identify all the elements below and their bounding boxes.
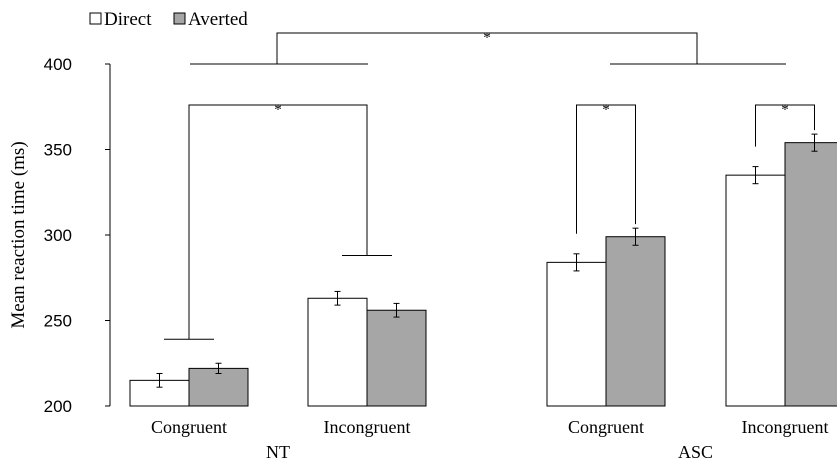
y-axis-label: Mean reaction time (ms) (8, 141, 29, 328)
x-category-label: Incongruent (324, 417, 411, 437)
legend-label: Direct (104, 9, 152, 30)
x-category-label: Incongruent (742, 417, 829, 437)
legend: Direct Averted (89, 9, 248, 30)
bars-group (129, 142, 837, 407)
error-bars-group (156, 133, 818, 388)
legend-swatch-averted (173, 12, 186, 25)
x-group-label: NT (266, 442, 290, 461)
significance-star: * (602, 102, 610, 118)
bracket-asc (755, 104, 815, 147)
significance-brackets (164, 32, 815, 340)
x-axis-labels: Congruent Incongruent Congruent Incongruent… (151, 417, 828, 461)
significance-star: * (483, 30, 491, 46)
bracket-nt (188, 104, 368, 340)
bar-averted (605, 236, 666, 407)
x-group-label: ASC (678, 442, 713, 461)
bar-averted (784, 142, 837, 407)
y-tick-label: 350 (44, 141, 72, 160)
bar-averted (366, 309, 427, 407)
y-tick-label: 250 (44, 312, 72, 331)
y-axis: 200 250 300 350 400 (44, 55, 111, 416)
y-tick-label: 200 (44, 397, 72, 416)
x-category-label: Congruent (568, 417, 644, 437)
bar-direct (307, 297, 368, 407)
y-tick-label: 400 (44, 55, 72, 74)
bar-direct (546, 261, 607, 407)
bracket-groups (276, 32, 698, 64)
significance-star: * (781, 102, 789, 118)
x-category-label: Congruent (151, 417, 227, 437)
significance-stars: * * * * (274, 30, 789, 118)
significance-star: * (274, 102, 282, 118)
y-tick-label: 300 (44, 226, 72, 245)
bar-averted (188, 367, 249, 407)
legend-label: Averted (188, 9, 248, 30)
legend-swatch-direct (89, 12, 102, 25)
bracket-asc (576, 104, 636, 234)
bar-direct (725, 174, 786, 407)
